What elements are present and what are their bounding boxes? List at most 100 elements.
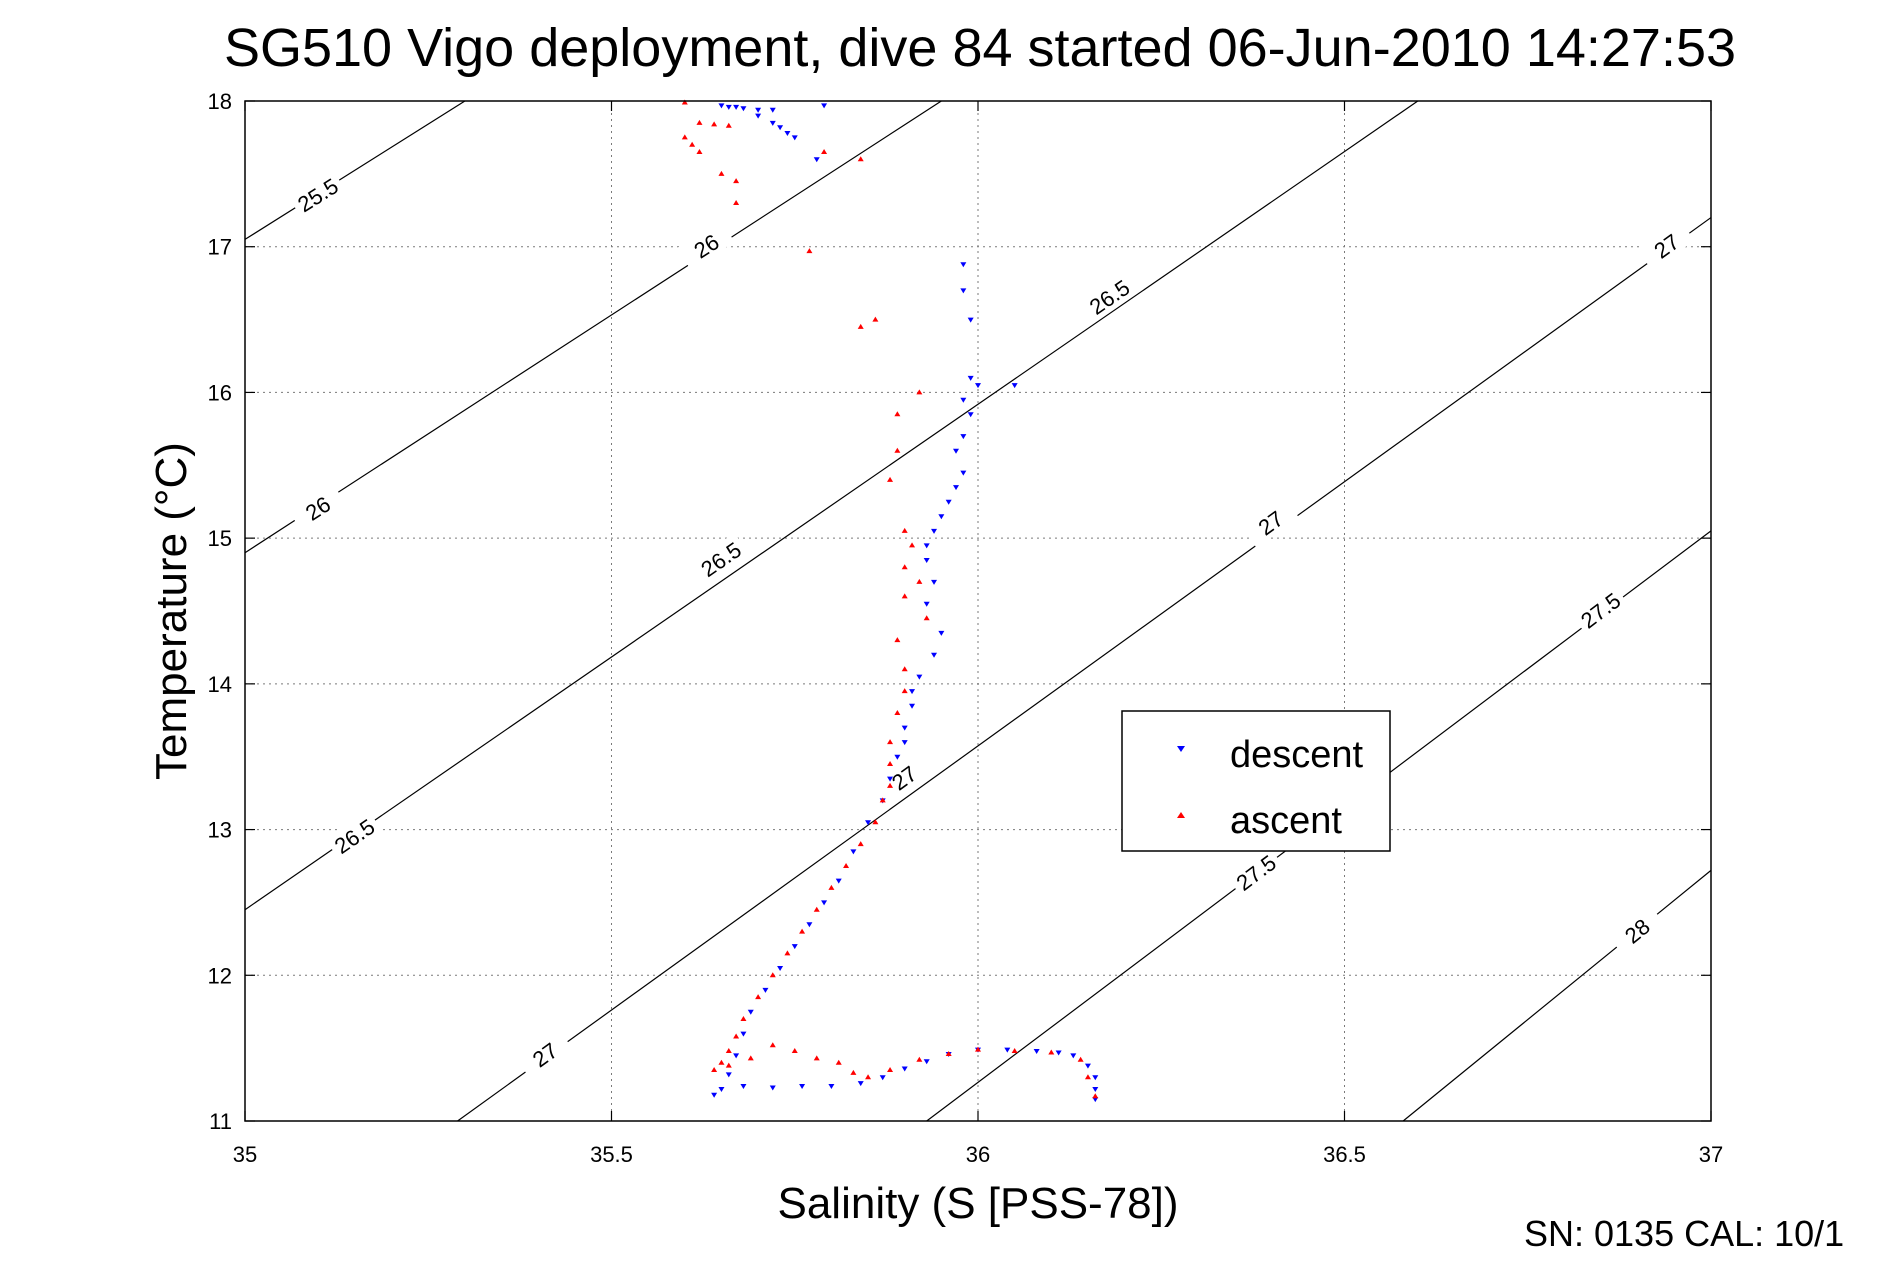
ascent-point xyxy=(806,248,813,254)
descent-point xyxy=(740,106,747,112)
ascent-point xyxy=(887,476,894,482)
descent-point xyxy=(755,113,762,119)
isopycnal-line xyxy=(457,217,1712,1122)
chart-title: SG510 Vigo deployment, dive 84 started 0… xyxy=(224,18,1736,78)
isopycnal-label-mask xyxy=(1080,270,1138,322)
descent-point xyxy=(769,1085,776,1091)
legend-label-ascent: ascent xyxy=(1230,800,1342,842)
ascent-point xyxy=(916,1056,923,1062)
descent-point xyxy=(777,125,784,131)
descent-point xyxy=(769,120,776,126)
isopycnal-label-mask xyxy=(515,1028,574,1080)
isopycnal-label-mask xyxy=(1571,583,1629,636)
ascent-point xyxy=(711,121,718,127)
descent-point xyxy=(1092,1086,1099,1092)
descent-point xyxy=(813,157,820,163)
legend-label-descent: descent xyxy=(1230,734,1364,776)
descent-point xyxy=(894,754,901,760)
ascent-point xyxy=(901,666,908,672)
descent-point xyxy=(733,1053,740,1059)
ascent-point xyxy=(740,1016,747,1021)
ascent-point xyxy=(747,1055,754,1061)
y-tick-label: 11 xyxy=(209,1109,232,1134)
descent-point xyxy=(791,135,798,141)
descent-point xyxy=(1011,383,1018,389)
ascent-point xyxy=(901,688,908,694)
descent-point xyxy=(938,514,945,520)
ascent-point xyxy=(872,316,879,322)
descent-point xyxy=(740,1031,747,1037)
ascent-point xyxy=(784,950,791,956)
ascent-point xyxy=(1092,1093,1099,1099)
ascent-point xyxy=(887,739,894,745)
descent-point xyxy=(725,104,732,110)
ascent-point xyxy=(755,994,762,1000)
ascent-point xyxy=(894,411,901,417)
legend-box xyxy=(1121,710,1391,852)
descent-point xyxy=(879,1075,886,1081)
descent-point xyxy=(718,1086,725,1092)
y-tick-label: 15 xyxy=(208,526,232,551)
descent-point xyxy=(850,849,857,855)
isopycnal-label-mask xyxy=(1226,845,1284,898)
descent-point xyxy=(923,601,930,607)
descent-point xyxy=(960,288,967,294)
ascent-point xyxy=(733,1033,740,1039)
ascent-point xyxy=(857,841,864,847)
legend: descent ascent xyxy=(1121,710,1391,852)
ascent-point xyxy=(681,99,688,105)
isopycnal-label-mask xyxy=(676,219,735,271)
footer-serial-calibration: SN: 0135 CAL: 10/1 xyxy=(1524,1213,1844,1254)
y-axis-ticks: 11 12 13 14 15 16 17 18 xyxy=(208,89,1711,1134)
ascent-point xyxy=(850,1069,857,1075)
descent-point xyxy=(887,776,894,782)
descent-point xyxy=(923,543,930,549)
x-axis-label: Salinity (S [PSS-78]) xyxy=(777,1179,1178,1228)
descent-point xyxy=(967,375,974,381)
ascent-point xyxy=(725,1062,732,1068)
isopycnal-line xyxy=(244,100,942,554)
series-descent xyxy=(711,103,1099,1103)
isopycnal-label-mask xyxy=(1608,903,1665,957)
y-tick-label: 18 xyxy=(208,89,232,114)
descent-point xyxy=(967,412,974,418)
descent-point xyxy=(769,107,776,113)
ascent-point xyxy=(769,972,776,978)
descent-point xyxy=(1055,1050,1062,1056)
ascent-point xyxy=(879,797,886,803)
descent-point xyxy=(1084,1063,1091,1069)
descent-point xyxy=(931,652,938,658)
isopycnal-label-mask xyxy=(288,482,347,533)
descent-point xyxy=(821,900,828,906)
x-tick-label: 36.5 xyxy=(1323,1142,1366,1167)
ascent-point xyxy=(718,170,725,176)
ascent-point xyxy=(1077,1056,1084,1062)
ascent-point xyxy=(916,389,923,395)
ascent-point xyxy=(901,564,908,570)
descent-point xyxy=(1033,1049,1040,1055)
ascent-point xyxy=(821,149,828,154)
descent-point xyxy=(916,674,923,680)
descent-point xyxy=(799,1084,806,1090)
legend-marker-descent xyxy=(1177,746,1185,752)
ascent-point xyxy=(887,782,894,788)
ascent-point xyxy=(894,637,901,643)
descent-point xyxy=(828,1084,835,1090)
series-ascent xyxy=(681,99,1099,1099)
grid xyxy=(244,100,1712,1122)
descent-point xyxy=(835,878,842,884)
descent-point xyxy=(711,1092,718,1098)
ascent-point xyxy=(857,323,864,329)
descent-point xyxy=(1070,1053,1077,1059)
data-series xyxy=(681,99,1099,1103)
descent-point xyxy=(960,397,967,403)
ascent-point xyxy=(733,178,740,184)
ascent-point xyxy=(725,1048,732,1054)
descent-point xyxy=(923,1059,930,1065)
descent-point xyxy=(806,922,813,928)
descent-point xyxy=(901,1066,908,1072)
descent-point xyxy=(967,317,974,323)
descent-point xyxy=(953,485,960,491)
descent-point xyxy=(953,448,960,454)
